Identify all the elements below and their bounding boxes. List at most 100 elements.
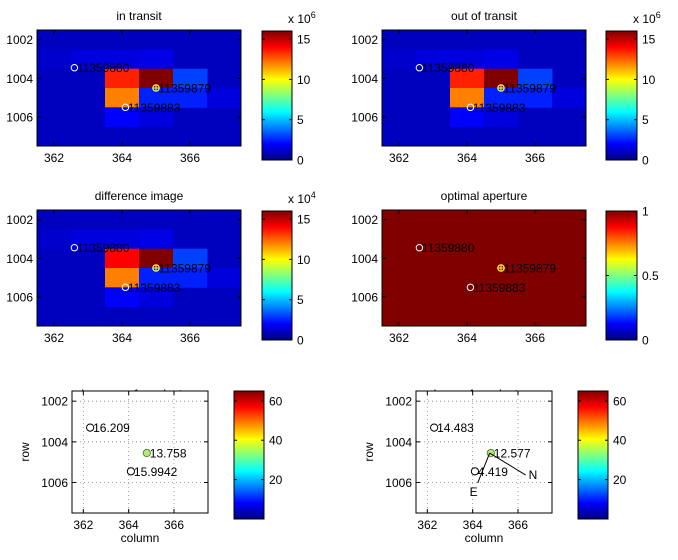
x-tick-label: 364 xyxy=(119,518,139,532)
heatmap-cell xyxy=(416,68,451,89)
plot-area xyxy=(416,391,552,513)
star-marker xyxy=(466,103,475,112)
x-tick-label: 362 xyxy=(417,518,437,532)
colorbar-exponent-power: 4 xyxy=(311,190,316,200)
heatmap-cell xyxy=(105,68,140,89)
y-tick-label: 1004 xyxy=(351,252,378,266)
compass-north-label: N xyxy=(529,468,538,482)
plot-frame xyxy=(36,29,242,147)
plot-frame xyxy=(36,209,242,327)
colorbar-tick-label: 5 xyxy=(297,113,304,127)
heatmap-cell xyxy=(105,88,140,108)
colorbar-tick-label: 5 xyxy=(297,293,304,307)
colorbar-tick-label: 15 xyxy=(297,33,311,47)
y-tick-label: 1002 xyxy=(351,33,378,47)
star-label: 11359883 xyxy=(473,101,526,115)
heatmap-cell xyxy=(139,68,174,89)
colorbar xyxy=(605,210,638,341)
colorbar-tick-label: 20 xyxy=(613,473,627,487)
heatmap-cell xyxy=(139,287,174,308)
star-label: 11359879 xyxy=(504,262,557,276)
star-label: 11359880 xyxy=(77,241,130,255)
y-tick-label: 1006 xyxy=(41,476,68,490)
compass-north-arrow xyxy=(489,452,526,476)
heatmap-cell xyxy=(37,287,72,308)
colorbar-exponent-label: x 104 xyxy=(288,190,316,206)
heatmap-cell xyxy=(139,88,174,108)
y-axis-label: row xyxy=(362,442,376,462)
panel-out-of-transit: out of transit 11359880 11359879 11359883 36… xyxy=(351,9,660,168)
heatmap-cell xyxy=(484,88,519,108)
colorbar-tick-label: 0 xyxy=(297,334,304,348)
y-axis-label: row xyxy=(18,442,32,462)
heatmap-cell xyxy=(518,88,553,108)
target-star-cross xyxy=(153,265,159,271)
x-tick-label: 362 xyxy=(44,331,64,345)
target-star-cross xyxy=(498,85,504,91)
heatmap-cell xyxy=(450,248,485,269)
heatmap-cell xyxy=(450,88,485,108)
heatmap-cell xyxy=(518,248,553,269)
y-tick-label: 1004 xyxy=(41,435,68,449)
colorbar-tick-label: 0 xyxy=(297,154,304,168)
heatmap-cell xyxy=(484,68,519,89)
plot-frame xyxy=(415,390,553,514)
colorbar-exponent-power: 6 xyxy=(311,10,316,20)
star-magnitude-label: 13.758 xyxy=(150,447,187,461)
plot-frame xyxy=(381,209,587,327)
y-tick-label: 1002 xyxy=(6,33,33,47)
chart-title: out of transit xyxy=(451,9,518,23)
heatmap-cell xyxy=(173,268,208,288)
heatmap-cell xyxy=(484,49,519,70)
heatmap-cell xyxy=(37,229,72,250)
panel-optimal-aperture: optimal aperture 11359880 11359879 11359883… xyxy=(351,189,659,348)
chart-title: in transit xyxy=(116,9,162,23)
star-label: 11359883 xyxy=(128,101,181,115)
heatmap-cell xyxy=(207,88,242,108)
compass-east-label: E xyxy=(470,485,478,499)
colorbar-tick-label: 0 xyxy=(642,154,649,168)
x-tick-label: 366 xyxy=(180,331,200,345)
colorbar-tick-label: 10 xyxy=(297,253,311,267)
heatmap-cell xyxy=(71,229,106,250)
colorbar-tick-label: 1 xyxy=(642,205,649,219)
y-tick-label: 1002 xyxy=(385,395,412,409)
heatmap-cell xyxy=(450,68,485,89)
panel-jmag: jmag of mask stars14.48312.5774.419NEcol… xyxy=(362,387,627,545)
heatmap-cell xyxy=(416,107,451,128)
plot-area xyxy=(72,391,208,513)
heatmap-cell xyxy=(173,88,208,108)
heatmap-cell xyxy=(382,49,417,70)
star-marker xyxy=(121,283,130,292)
heatmap-cell xyxy=(105,107,140,128)
target-star-marker xyxy=(152,264,160,272)
star-marker xyxy=(415,64,424,72)
x-tick-label: 366 xyxy=(180,151,200,165)
x-tick-label: 362 xyxy=(389,331,409,345)
x-tick-label: 362 xyxy=(389,151,409,165)
colorbar xyxy=(261,30,293,161)
star-label: 11359879 xyxy=(159,262,212,276)
heatmap-cell xyxy=(139,49,174,70)
star-marker xyxy=(70,244,79,252)
heatmap-cell xyxy=(105,229,140,250)
target-star-cross xyxy=(153,85,159,91)
star-magnitude-label: 4.419 xyxy=(478,465,508,479)
heatmap-cell xyxy=(173,248,208,269)
heatmap-cell xyxy=(139,107,174,128)
heatmap-cell xyxy=(105,248,140,269)
colorbar-tick-label: 10 xyxy=(297,73,311,87)
heatmap-cell xyxy=(450,107,485,128)
colorbar xyxy=(605,30,638,161)
heatmap-cell xyxy=(37,49,72,70)
heatmap-cell xyxy=(450,229,485,250)
heatmap-cell xyxy=(71,287,106,308)
target-star-marker xyxy=(497,84,505,92)
heatmap-cell xyxy=(71,68,106,89)
heatmap-cell xyxy=(71,107,106,128)
colorbar-exponent-power: 6 xyxy=(656,10,661,20)
x-axis-label: column xyxy=(465,531,504,545)
plot-frame xyxy=(71,390,209,514)
plot-frame xyxy=(381,29,587,147)
star-marker xyxy=(415,244,424,252)
